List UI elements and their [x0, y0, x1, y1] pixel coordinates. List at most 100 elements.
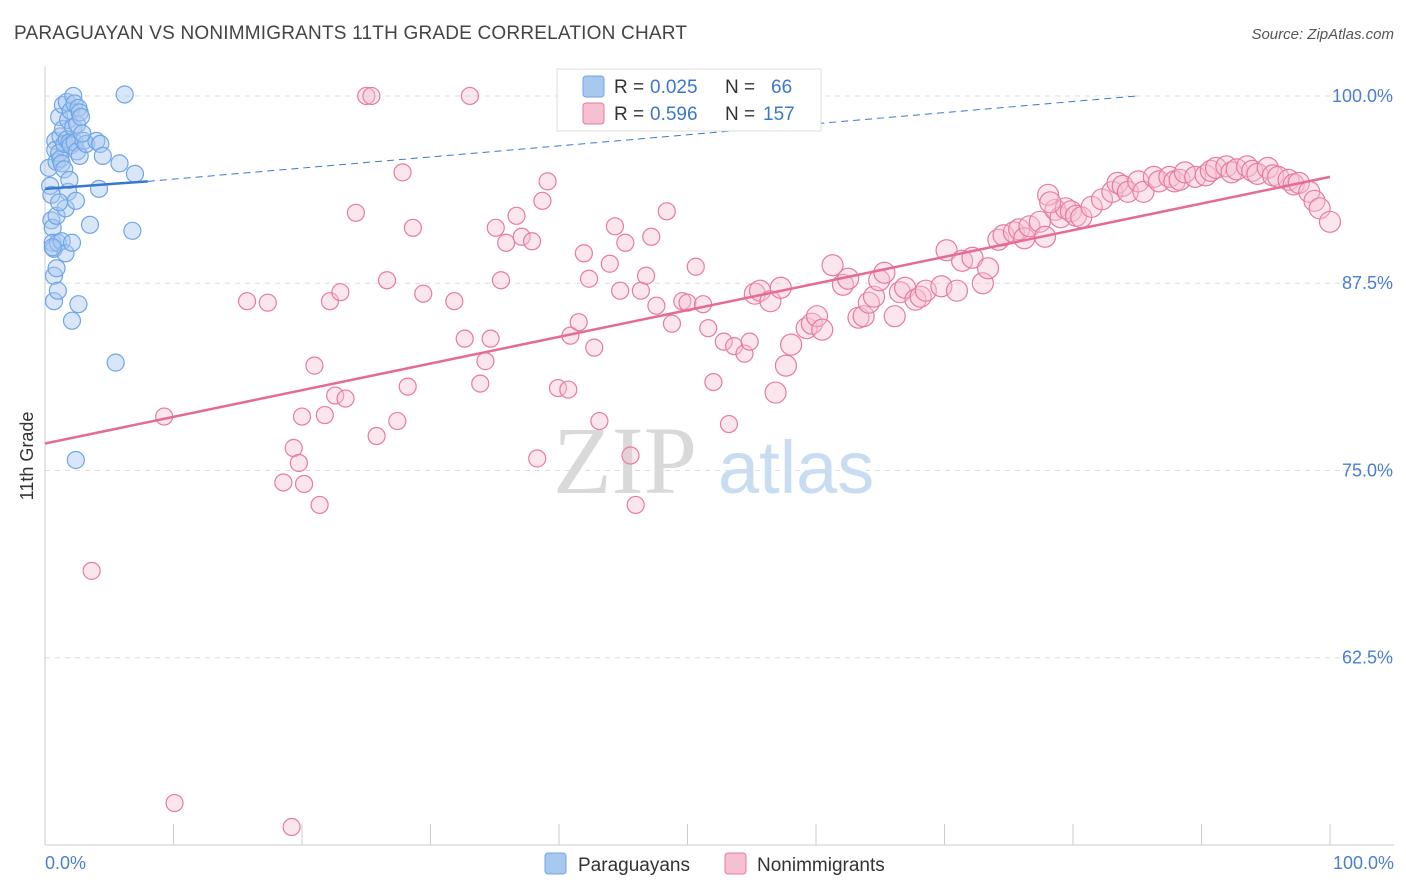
nonimmigrants-point-25 — [398, 377, 417, 396]
paraguayans-point-65 — [47, 259, 66, 278]
nonimmigrants-point-12 — [310, 495, 329, 515]
nonimmigrants-point-15 — [326, 386, 345, 405]
paraguayans-point-49 — [71, 107, 91, 127]
nonimmigrants-point-67 — [699, 319, 718, 338]
paraguayans-point-5 — [43, 233, 62, 252]
nonimmigrants-point-91 — [862, 285, 886, 308]
nonimmigrants-point-14 — [320, 292, 340, 311]
legend-r-label-2: R = — [614, 104, 644, 125]
paraguayans-point-63 — [50, 193, 69, 212]
nonimmigrants-point-51 — [600, 254, 619, 273]
paraguayans-trend-line — [44, 180, 148, 191]
nonimmigrants-point-72 — [735, 344, 754, 363]
series-legend-swatch-nonimmigrants — [724, 852, 747, 875]
nonimmigrants-point-53 — [611, 281, 630, 300]
nonimmigrants-point-7 — [282, 817, 301, 837]
nonimmigrants-point-65 — [686, 257, 705, 276]
nonimmigrants-point-102 — [945, 279, 969, 302]
nonimmigrants-point-42 — [538, 172, 557, 191]
watermark-zip: ZIP — [553, 407, 697, 514]
nonimmigrants-point-56 — [626, 495, 645, 515]
nonimmigrants-point-5 — [274, 473, 293, 492]
paraguayans-trend-extension — [147, 95, 1138, 182]
nonimmigrants-point-52 — [605, 217, 625, 236]
paraguayans-point-36 — [62, 311, 82, 330]
nonimmigrants-point-73 — [740, 332, 759, 351]
nonimmigrants-point-105 — [971, 272, 994, 295]
nonimmigrants-point-80 — [780, 333, 803, 356]
paraguayans-point-8 — [44, 292, 64, 311]
paraguayans-point-35 — [62, 233, 82, 252]
nonimmigrants-point-13 — [315, 405, 334, 425]
nonimmigrants-point-22 — [377, 271, 397, 290]
nonimmigrants-point-20 — [362, 86, 381, 106]
paraguayans-point-46 — [69, 295, 88, 314]
y-tick-label-0: 100.0% — [1332, 86, 1393, 106]
nonimmigrants-point-19 — [357, 86, 376, 106]
paraguayans-point-55 — [91, 134, 110, 153]
paraguayans-point-61 — [125, 164, 145, 183]
legend-n-value-1: 66 — [771, 77, 792, 98]
paraguayans-point-56 — [93, 146, 112, 165]
nonimmigrants-point-48 — [579, 269, 599, 288]
nonimmigrants-point-8 — [289, 453, 308, 473]
paraguayans-point-7 — [44, 266, 64, 285]
nonimmigrants-point-49 — [585, 338, 604, 357]
nonimmigrants-point-54 — [616, 233, 635, 252]
nonimmigrants-point-17 — [336, 389, 355, 408]
nonimmigrants-point-30 — [460, 86, 479, 106]
nonimmigrants-point-3 — [237, 292, 257, 311]
paraguayans-point-51 — [77, 134, 96, 153]
paraguayans-point-57 — [106, 353, 125, 372]
nonimmigrants-point-61 — [657, 202, 676, 221]
nonimmigrants-point-70 — [719, 414, 739, 434]
series-legend: Paraguayans Nonimmigrants — [544, 852, 885, 876]
paraguayans-point-24 — [55, 160, 74, 179]
nonimmigrants-point-84 — [811, 318, 834, 341]
nonimmigrants-point-41 — [533, 191, 552, 210]
y-tick-label-3: 62.5% — [1342, 648, 1393, 668]
nonimmigrants-point-35 — [491, 271, 511, 290]
y-tick-label-1: 87.5% — [1342, 273, 1393, 293]
nonimmigrants-point-26 — [403, 218, 422, 237]
x-tick-label-right: 100.0% — [1333, 853, 1394, 873]
series-legend-swatch-paraguayans — [544, 852, 567, 875]
nonimmigrants-point-50 — [590, 411, 609, 431]
y-tick-label-2: 75.0% — [1342, 460, 1393, 480]
nonimmigrants-point-33 — [481, 329, 500, 348]
series-legend-nonimmigrants: Nonimmigrants — [757, 855, 885, 876]
nonimmigrants-point-28 — [445, 292, 464, 311]
nonimmigrants-point-2 — [165, 793, 184, 813]
series-legend-paraguayans: Paraguayans — [578, 855, 690, 876]
nonimmigrants-point-23 — [388, 411, 407, 431]
nonimmigrants-point-29 — [455, 329, 474, 348]
nonimmigrants-point-156 — [1039, 191, 1062, 214]
nonimmigrants-point-93 — [873, 261, 896, 284]
nonimmigrants-point-38 — [512, 227, 531, 246]
stats-legend: R = 0.025 N = 66 R = 0.596 N = 157 — [556, 68, 822, 132]
nonimmigrants-point-21 — [367, 426, 386, 446]
nonimmigrants-point-69 — [714, 332, 733, 351]
legend-n-value-2: 157 — [763, 104, 795, 125]
zipatlas-watermark: ZIP atlas — [553, 407, 874, 514]
nonimmigrants-point-58 — [636, 266, 656, 285]
nonimmigrants-point-66 — [693, 295, 713, 314]
legend-swatch-pink — [582, 102, 605, 125]
nonimmigrants-point-40 — [528, 449, 547, 468]
paraguayans-point-14 — [48, 281, 67, 300]
nonimmigrants-point-89 — [852, 305, 875, 328]
nonimmigrants-point-46 — [569, 313, 588, 332]
paraguayans-point-32 — [60, 170, 79, 189]
nonimmigrants-point-9 — [292, 407, 312, 426]
nonimmigrants-point-32 — [476, 352, 495, 371]
nonimmigrants-point-79 — [774, 354, 798, 377]
nonimmigrants-point-18 — [346, 203, 365, 222]
paraguayans-point-59 — [115, 85, 134, 104]
nonimmigrants-point-62 — [662, 314, 682, 333]
nonimmigrants-point-47 — [574, 244, 593, 263]
nonimmigrants-point-34 — [486, 218, 505, 237]
nonimmigrants-point-10 — [294, 474, 314, 494]
nonimmigrants-point-44 — [559, 380, 578, 399]
legend-n-label-1: N = — [725, 77, 755, 98]
